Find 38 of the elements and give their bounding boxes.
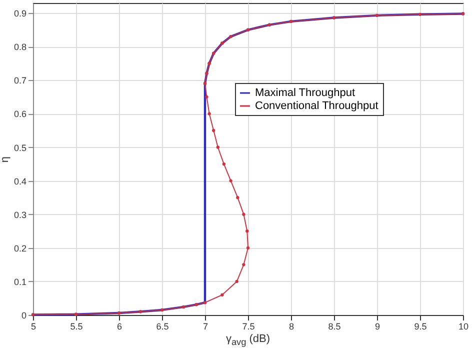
point [242, 212, 246, 216]
y-tick-label: 0.3 [14, 210, 26, 220]
point [222, 162, 226, 166]
point [229, 179, 232, 182]
y-tick-label: 0.1 [14, 276, 26, 287]
point [246, 246, 250, 250]
point [212, 128, 216, 132]
point [208, 112, 211, 116]
x-tick-label: 9 [374, 322, 380, 332]
point [246, 230, 249, 233]
point [242, 263, 246, 266]
x-tick-label: 8.5 [328, 322, 341, 332]
y-tick-label: 0 [21, 310, 26, 320]
point [205, 95, 208, 99]
x-tick-label: 7.5 [242, 322, 255, 332]
y-tick-label: 0.9 [14, 8, 26, 19]
point [236, 196, 240, 200]
x-tick-label: 5.5 [70, 322, 83, 332]
y-axis-title: η [0, 156, 11, 163]
y-tick-label: 0.8 [14, 42, 26, 52]
x-tick-label: 7 [202, 322, 208, 332]
x-tick-label: 8 [288, 322, 294, 332]
x-tick-label: 6.5 [156, 322, 169, 332]
point [216, 146, 220, 149]
point [235, 280, 238, 284]
x-tick-label: 9.5 [414, 322, 427, 332]
y-tick-label: 0.7 [14, 76, 26, 86]
x-tick-label: 6 [116, 322, 122, 332]
y-tick-label: 0.6 [14, 109, 26, 120]
y-tick-label: 0.2 [14, 243, 26, 254]
x-tick-label: 5 [30, 322, 36, 332]
point [220, 293, 224, 296]
y-tick-label: 0.5 [14, 142, 26, 153]
legend-label: Conventional Throughput [255, 100, 378, 112]
y-tick-label: 0.4 [14, 176, 26, 186]
x-axis-title: γ$_{avg}$ (dB) [224, 333, 272, 348]
legend-label: Maximal Throughput [255, 87, 356, 99]
x-tick-label: 10 [458, 322, 469, 332]
